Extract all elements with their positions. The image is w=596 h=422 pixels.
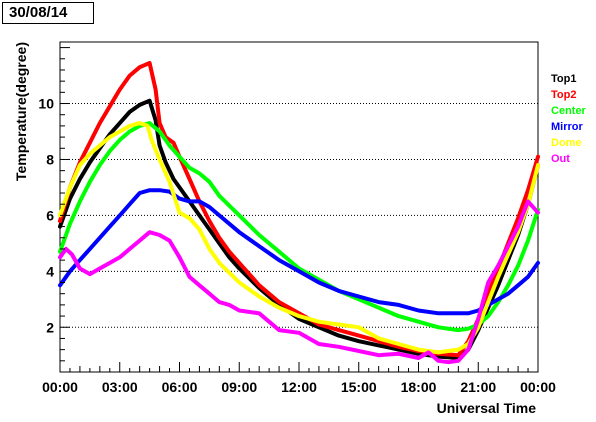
- legend-entry-mirror: Mirror: [551, 121, 584, 133]
- x-tick-label: 00:00: [42, 379, 78, 395]
- y-axis-label: Temperature(degree): [13, 42, 29, 181]
- x-tick-label: 09:00: [221, 379, 257, 395]
- x-axis: 00:00 03:00 06:00 09:00 12:00 15:00 18:00 21:00…: [42, 362, 556, 395]
- y-tick-label: 10: [38, 96, 54, 112]
- series-line-out: [58, 199, 540, 365]
- legend: Top1 Top2 Center Mirror Dome Out: [551, 73, 587, 165]
- y-tick-label: 8: [46, 151, 54, 167]
- legend-entry-top1: Top1: [551, 73, 576, 85]
- series-line-dome: [58, 121, 540, 355]
- series-line-top1: [58, 98, 540, 360]
- y-tick-label: 4: [46, 263, 54, 279]
- series-line-center: [58, 121, 540, 333]
- x-tick-label: 12:00: [281, 379, 317, 395]
- date-label: 30/08/14: [2, 2, 94, 24]
- x-tick-label: 00:00: [520, 379, 556, 395]
- legend-entry-top2: Top2: [551, 89, 576, 101]
- legend-entry-dome: Dome: [551, 137, 582, 149]
- series-layer: [58, 61, 540, 365]
- x-tick-label: 06:00: [162, 379, 198, 395]
- y-tick-label: 2: [46, 319, 54, 335]
- plot-frame: [59, 41, 539, 373]
- series-line-mirror: [58, 188, 540, 316]
- x-axis-label: Universal Time: [437, 400, 537, 416]
- x-tick-label: 18:00: [401, 379, 437, 395]
- x-tick-label: 03:00: [102, 379, 138, 395]
- y-tick-label: 6: [46, 207, 54, 223]
- grid-lines: [60, 103, 538, 328]
- y-axis: 2 4 6 8 10: [38, 47, 70, 373]
- x-tick-label: 15:00: [341, 379, 377, 395]
- legend-entry-center: Center: [551, 105, 587, 117]
- legend-entry-out: Out: [551, 153, 570, 165]
- x-tick-label: 21:00: [460, 379, 496, 395]
